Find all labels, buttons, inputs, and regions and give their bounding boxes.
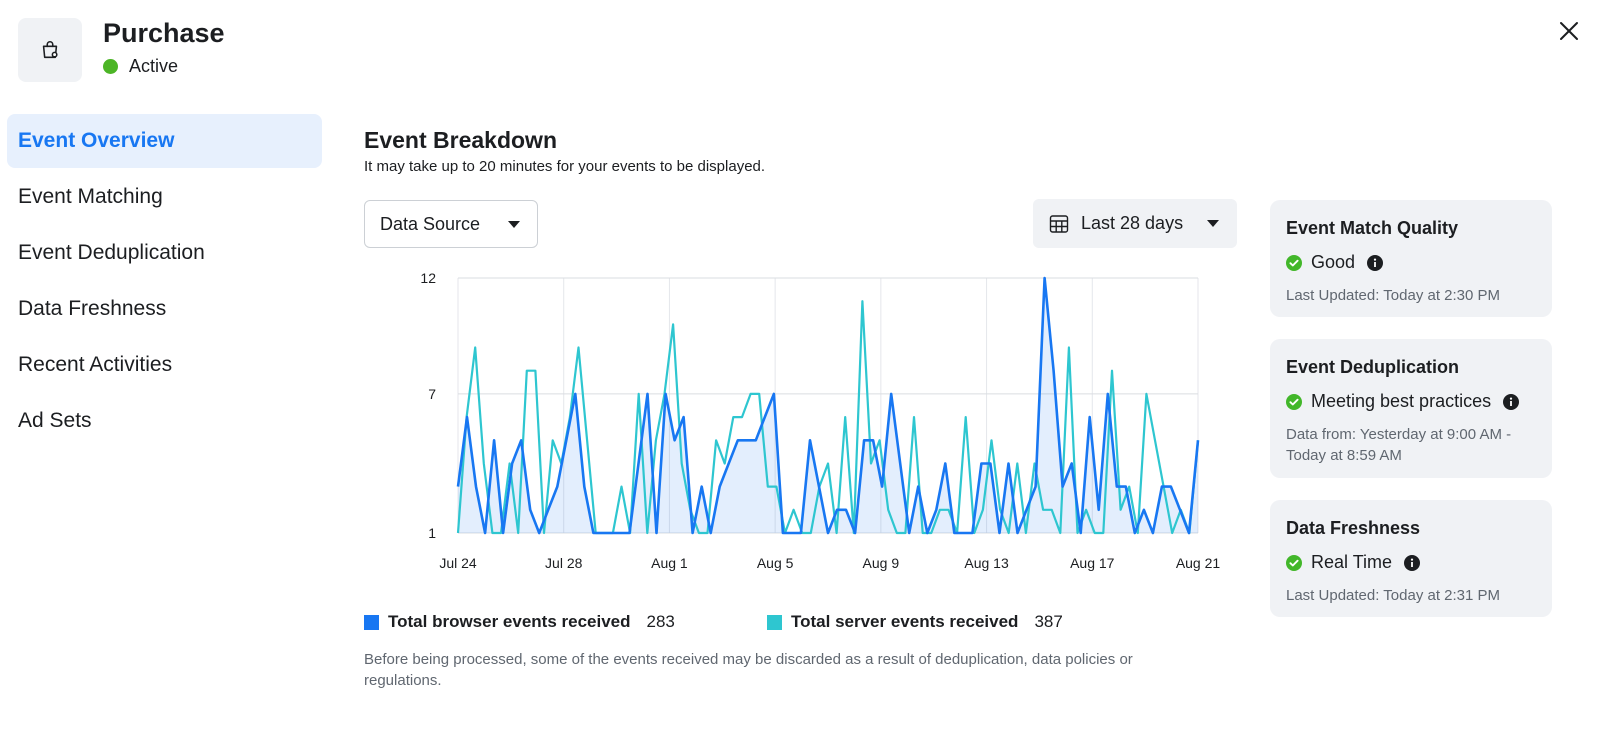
card-status-label: Good	[1311, 252, 1356, 272]
sidebar-nav: Event Overview Event Matching Event Dedu…	[7, 114, 322, 450]
sidebar-item-recent-activities[interactable]: Recent Activities	[18, 353, 173, 376]
x-tick-label: Aug 1	[651, 555, 688, 571]
event-breakdown-chart: Jul 24 Jul 28 Aug 1 Aug 5 Aug 9 Aug 13 Aug 17 A…	[420, 270, 1221, 571]
y-tick-label: 12	[420, 270, 436, 286]
chevron-down-icon	[508, 221, 520, 228]
section-subtitle: It may take up to 20 minutes for your ev…	[364, 158, 766, 175]
legend-swatch-browser	[364, 614, 379, 630]
series-line-0	[456, 276, 1200, 535]
x-tick-label: Aug 21	[1176, 555, 1221, 571]
info-icon[interactable]	[1367, 254, 1384, 271]
event-icon-tile	[18, 18, 82, 82]
card-title: Event Match Quality	[1286, 218, 1459, 238]
calendar-icon	[1049, 214, 1069, 233]
legend-swatch-server	[767, 614, 782, 630]
sidebar-item-event-overview[interactable]: Event Overview	[7, 114, 322, 168]
date-range-label: Last 28 days	[1081, 213, 1184, 233]
series-area-0	[458, 278, 1198, 533]
data-source-dropdown[interactable]: Data Source	[364, 200, 538, 248]
info-icon[interactable]	[1404, 554, 1421, 571]
status-indicator: Active	[103, 56, 178, 77]
check-circle-icon	[1286, 554, 1302, 571]
card-status-label: Real Time	[1311, 552, 1393, 572]
sidebar-item-ad-sets[interactable]: Ad Sets	[18, 409, 92, 432]
card-title: Data Freshness	[1286, 518, 1421, 538]
legend-server: Total server events received 387	[767, 612, 1063, 632]
y-tick-label: 7	[428, 386, 436, 402]
card-status: Meeting best practices	[1286, 391, 1536, 412]
processing-footnote: Before being processed, some of the even…	[364, 651, 1133, 689]
event-deduplication-card[interactable]: Event Deduplication Meeting best practic…	[1270, 339, 1552, 478]
status-label: Active	[129, 56, 179, 76]
series-line-1	[456, 300, 1200, 535]
legend-label-browser: Total browser events received	[388, 612, 631, 631]
card-detail: Data from: Yesterday at 9:00 AM - Today …	[1286, 426, 1512, 464]
x-tick-label: Jul 28	[545, 555, 583, 571]
legend-browser: Total browser events received 283	[364, 612, 675, 632]
card-status: Real Time	[1286, 552, 1536, 573]
data-freshness-card[interactable]: Data Freshness Real Time Last Updated: T…	[1270, 500, 1552, 617]
close-button[interactable]	[1557, 19, 1581, 43]
shopping-bag-icon	[42, 41, 58, 59]
y-tick-label: 1	[428, 525, 436, 541]
info-icon[interactable]	[1503, 393, 1520, 410]
legend-value-server: 387	[1034, 612, 1063, 631]
check-circle-icon	[1286, 393, 1302, 410]
card-status: Good	[1286, 252, 1536, 273]
sidebar-item-data-freshness[interactable]: Data Freshness	[18, 297, 167, 320]
check-circle-icon	[1286, 254, 1302, 271]
card-detail: Last Updated: Today at 2:30 PM	[1286, 287, 1501, 304]
card-status-label: Meeting best practices	[1311, 391, 1492, 411]
chevron-down-icon	[1207, 220, 1219, 227]
card-title: Event Deduplication	[1286, 357, 1460, 377]
sidebar-item-event-deduplication[interactable]: Event Deduplication	[18, 241, 205, 264]
x-tick-label: Aug 13	[964, 555, 1009, 571]
page-title: Purchase	[103, 18, 225, 48]
close-icon	[1560, 22, 1578, 40]
event-match-quality-card[interactable]: Event Match Quality Good Last Updated: T…	[1270, 200, 1552, 317]
section-title: Event Breakdown	[364, 127, 557, 153]
sidebar-item-event-matching[interactable]: Event Matching	[18, 185, 163, 208]
x-tick-label: Aug 17	[1070, 555, 1115, 571]
legend-label-server: Total server events received	[791, 612, 1019, 631]
x-tick-label: Aug 9	[863, 555, 900, 571]
date-range-dropdown[interactable]: Last 28 days	[1033, 199, 1237, 248]
card-detail: Last Updated: Today at 2:31 PM	[1286, 587, 1501, 604]
data-source-label: Data Source	[380, 213, 481, 234]
legend-value-browser: 283	[646, 612, 675, 631]
x-tick-label: Jul 24	[439, 555, 477, 571]
status-dot-icon	[103, 59, 118, 74]
x-tick-label: Aug 5	[757, 555, 794, 571]
